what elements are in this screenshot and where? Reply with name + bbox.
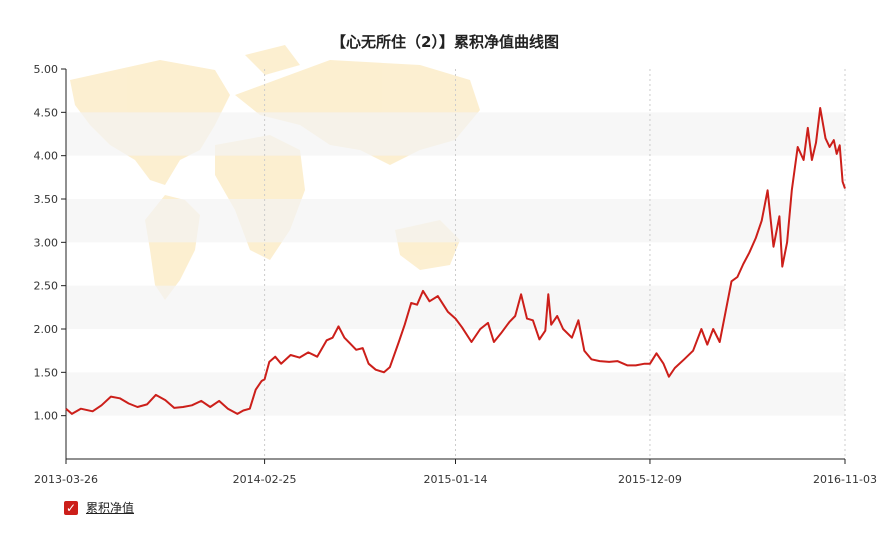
x-axis-ticks: 2013-03-26 2014-02-25 2015-01-14 2015-12-09… [34, 459, 877, 486]
series-line-cumulative-nav [65, 107, 846, 415]
x-tick-label: 2015-01-14 [424, 473, 488, 486]
y-tick-label: 4.50 [34, 106, 59, 119]
y-tick-label: 2.00 [34, 323, 59, 336]
x-tick-label: 2016-11-03 [813, 473, 877, 486]
y-tick-label: 4.00 [34, 150, 59, 163]
checkbox-checked-icon[interactable]: ✓ [64, 500, 78, 515]
y-tick-label: 3.50 [34, 193, 59, 206]
y-tick-label: 2.50 [34, 280, 59, 293]
vertical-gridlines [264, 69, 846, 459]
y-tick-label: 3.00 [34, 236, 59, 249]
x-tick-label: 2015-12-09 [618, 473, 682, 486]
grid-band [66, 285, 845, 329]
x-tick-label: 2014-02-25 [233, 473, 297, 486]
x-tick-label: 2013-03-26 [34, 473, 98, 486]
y-tick-label: 5.00 [34, 63, 59, 76]
world-map-watermark [70, 45, 480, 300]
legend-label: 累积净值 [86, 501, 135, 515]
chart-title: 【心无所住（2）】累积净值曲线图 [331, 33, 559, 51]
y-axis-ticks: 1.00 1.50 2.00 2.50 3.00 3.50 4.00 4.50 5.00 [34, 63, 66, 423]
y-tick-label: 1.00 [34, 410, 59, 423]
y-tick-label: 1.50 [34, 366, 59, 379]
legend-item[interactable]: ✓ 累积净值 [64, 499, 134, 516]
